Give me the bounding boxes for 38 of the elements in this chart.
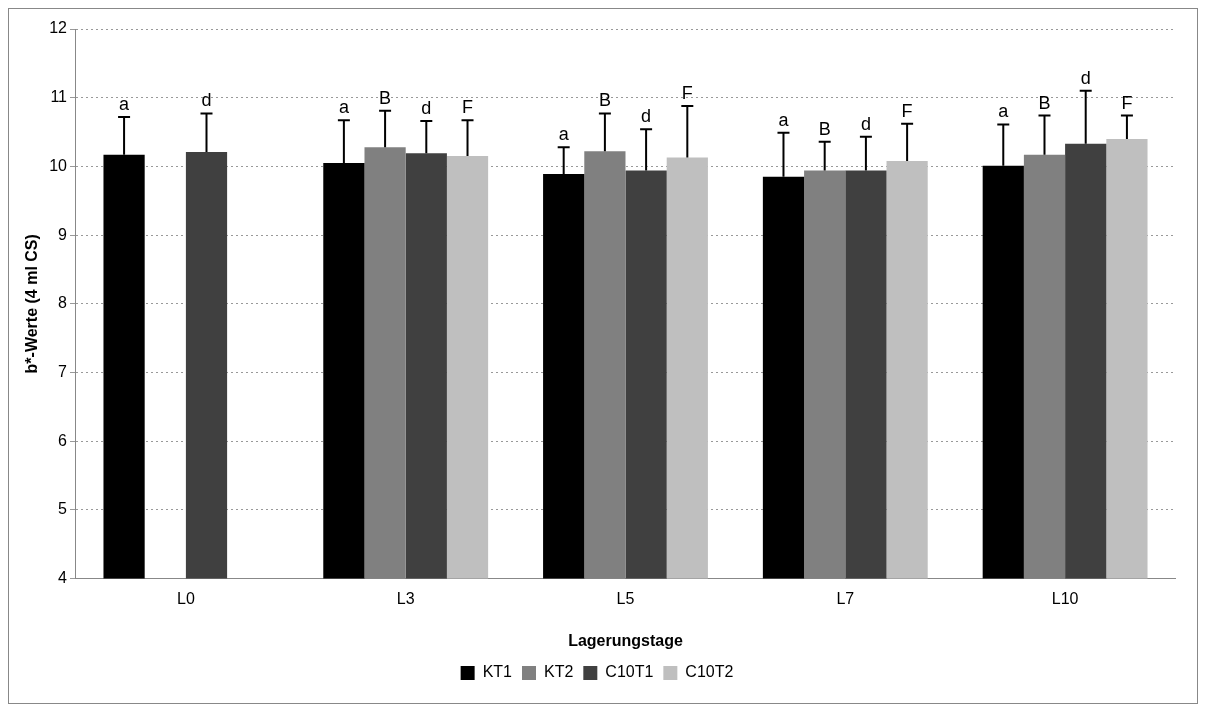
x-tick-label: L7 [836, 589, 855, 607]
data-label: a [998, 101, 1010, 122]
y-tick-label: 7 [58, 362, 68, 380]
y-tick-label: 5 [58, 500, 68, 518]
data-label: d [1080, 67, 1091, 88]
data-label: B [598, 90, 611, 111]
data-label: d [860, 113, 871, 134]
data-label: a [119, 93, 131, 114]
y-tick-label: 12 [49, 19, 68, 37]
legend-label: KT1 [482, 663, 513, 681]
y-tick-label: 6 [58, 431, 68, 449]
data-label: d [421, 98, 432, 119]
data-label: B [379, 87, 392, 108]
y-tick-label: 10 [49, 156, 68, 174]
data-label: B [818, 118, 831, 139]
data-label: F [462, 97, 474, 118]
legend-label: C10T2 [685, 663, 734, 681]
y-axis-title: b*-Werte (4 ml CS) [23, 234, 41, 374]
data-label: B [1038, 92, 1051, 113]
x-tick-label: L3 [396, 589, 415, 607]
data-label: F [901, 100, 913, 121]
y-tick-label: 11 [50, 88, 68, 106]
data-label: d [201, 90, 212, 111]
y-tick-label: 8 [58, 294, 68, 312]
data-label: F [1121, 92, 1133, 113]
legend-label: KT2 [543, 663, 574, 681]
x-tick-label: L5 [616, 589, 635, 607]
x-tick-label: L0 [177, 589, 195, 607]
data-label: a [778, 109, 790, 130]
y-tick-label: 4 [58, 569, 68, 587]
legend-label: C10T1 [605, 663, 654, 681]
data-label: a [338, 97, 350, 118]
data-label: a [558, 124, 570, 145]
data-label: F [681, 82, 693, 103]
x-tick-label: L10 [1051, 589, 1079, 607]
x-axis-title: Lagerungstage [568, 631, 683, 649]
data-label: d [641, 106, 652, 127]
y-tick-label: 9 [58, 225, 68, 243]
